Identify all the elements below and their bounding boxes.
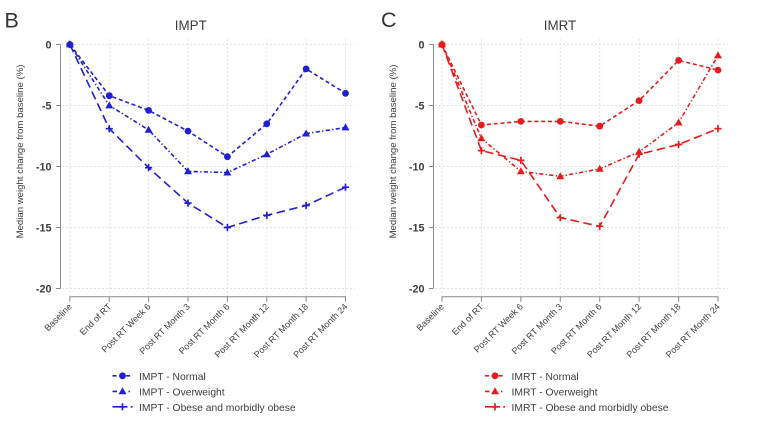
svg-text:IMPT - Normal: IMPT - Normal xyxy=(139,372,206,383)
svg-text:IMRT: IMRT xyxy=(544,18,576,33)
svg-text:-15: -15 xyxy=(36,222,52,234)
svg-text:C: C xyxy=(381,8,397,32)
svg-text:IMPT - Obese and morbidly obes: IMPT - Obese and morbidly obese xyxy=(139,403,296,414)
svg-text:IMRT - Obese and morbidly obes: IMRT - Obese and morbidly obese xyxy=(512,403,669,414)
svg-text:-10: -10 xyxy=(409,161,425,173)
svg-text:-15: -15 xyxy=(409,222,425,234)
svg-text:IMRT - Overweight: IMRT - Overweight xyxy=(512,387,598,398)
svg-text:IMPT: IMPT xyxy=(175,18,207,33)
svg-text:IMPT - Overweight: IMPT - Overweight xyxy=(139,387,225,398)
svg-text:Median weight change from base: Median weight change from baseline (%) xyxy=(15,65,26,239)
svg-text:B: B xyxy=(5,9,19,33)
svg-text:0: 0 xyxy=(45,39,51,51)
svg-text:-20: -20 xyxy=(409,283,425,295)
svg-text:0: 0 xyxy=(418,39,424,51)
svg-text:IMRT - Normal: IMRT - Normal xyxy=(512,372,579,383)
svg-text:-20: -20 xyxy=(36,283,52,295)
svg-text:-5: -5 xyxy=(42,100,52,112)
svg-text:-10: -10 xyxy=(36,161,52,173)
svg-text:-5: -5 xyxy=(415,100,425,112)
svg-text:Median weight change from base: Median weight change from baseline (%) xyxy=(388,65,399,239)
